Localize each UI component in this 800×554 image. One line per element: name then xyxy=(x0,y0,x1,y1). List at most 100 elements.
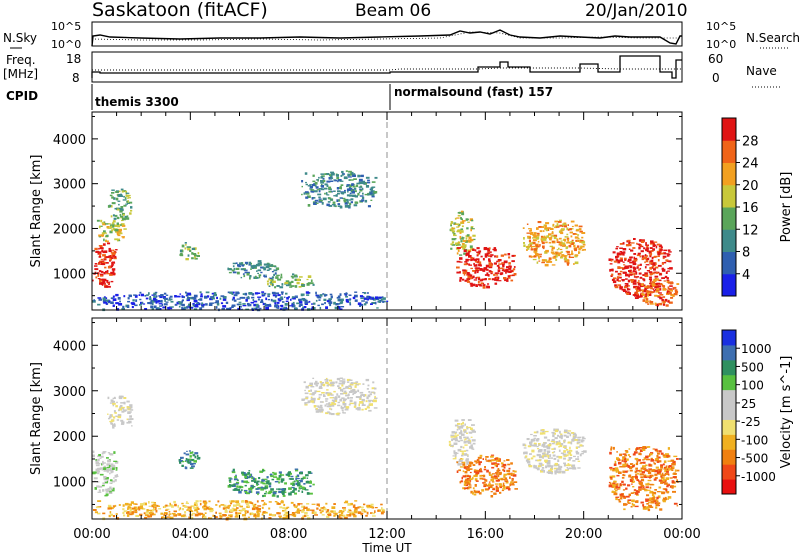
echo-cell xyxy=(255,275,257,279)
echo-cell xyxy=(644,295,647,298)
echo-cell xyxy=(349,512,352,515)
echo-cell xyxy=(236,271,240,275)
y-tick-label: 4000 xyxy=(53,133,86,148)
colorbar-band xyxy=(722,184,736,208)
echo-cell xyxy=(577,467,581,469)
echo-cell xyxy=(193,506,197,509)
echo-cell xyxy=(185,458,188,461)
echo-cell xyxy=(472,487,475,490)
echo-cell xyxy=(487,283,490,285)
echo-cell xyxy=(466,234,470,237)
echo-cell xyxy=(98,270,102,272)
echo-cell xyxy=(376,307,379,309)
echo-cell xyxy=(171,505,174,508)
echo-cell xyxy=(112,403,115,407)
echo-cell xyxy=(109,230,113,234)
echo-cell xyxy=(630,281,634,283)
echo-cell xyxy=(129,508,133,511)
echo-cell xyxy=(349,383,354,386)
echo-cell xyxy=(651,285,655,287)
echo-cell xyxy=(661,472,664,475)
echo-cell xyxy=(347,173,351,177)
echo-cell xyxy=(257,260,262,263)
echo-cell xyxy=(197,252,200,255)
echo-cell xyxy=(203,516,207,519)
echo-cell xyxy=(659,244,662,247)
echo-cell xyxy=(460,463,464,465)
echo-cell xyxy=(292,483,295,486)
echo-cell xyxy=(624,470,628,473)
echo-cell xyxy=(568,458,571,461)
echo-cell xyxy=(164,297,168,300)
echo-cell xyxy=(185,453,190,456)
echo-cell xyxy=(310,400,314,403)
echo-cell xyxy=(309,188,313,190)
echo-cell xyxy=(325,306,328,309)
echo-cell xyxy=(552,256,557,259)
echo-cell xyxy=(488,266,493,269)
echo-cell xyxy=(528,239,531,243)
echo-cell xyxy=(661,284,664,287)
echo-cell xyxy=(478,492,482,495)
echo-cell xyxy=(190,505,195,508)
echo-cell xyxy=(530,231,534,235)
echo-cell xyxy=(490,251,492,254)
echo-cell xyxy=(234,475,237,479)
echo-cell xyxy=(103,238,105,242)
echo-cell xyxy=(500,254,504,257)
echo-cell xyxy=(182,307,186,310)
echo-cell xyxy=(238,301,242,303)
echo-cell xyxy=(228,514,232,517)
echo-cell xyxy=(310,398,315,401)
echo-cell xyxy=(101,484,105,487)
echo-cell xyxy=(450,434,455,437)
echo-cell xyxy=(580,239,584,242)
echo-cell xyxy=(139,291,142,294)
echo-cell xyxy=(676,283,680,285)
echo-cell xyxy=(204,512,207,514)
echo-cell xyxy=(295,468,299,472)
echo-cell xyxy=(292,273,295,276)
echo-cell xyxy=(165,301,169,303)
echo-cell xyxy=(363,292,366,295)
echo-cell xyxy=(543,446,547,448)
echo-cell xyxy=(98,253,101,255)
echo-cell xyxy=(532,245,536,248)
echo-cell xyxy=(361,508,364,511)
echo-cell xyxy=(299,303,303,306)
echo-cell xyxy=(559,436,562,439)
echo-cell xyxy=(183,306,187,309)
echo-cell xyxy=(649,483,654,486)
echo-cell xyxy=(654,294,658,297)
echo-cell xyxy=(609,482,612,485)
echo-cell xyxy=(294,468,299,470)
echo-cell xyxy=(310,279,313,283)
echo-cell xyxy=(337,179,342,182)
echo-cell xyxy=(169,502,171,505)
echo-cell xyxy=(377,509,380,512)
echo-cell xyxy=(189,458,192,461)
echo-cell xyxy=(626,287,629,291)
echo-cell xyxy=(244,511,247,515)
echo-cell xyxy=(288,471,291,474)
echo-cell xyxy=(513,273,517,276)
colorbar-frame xyxy=(721,329,737,495)
echo-cell xyxy=(183,515,187,518)
echo-cell xyxy=(506,469,511,473)
echo-cell xyxy=(107,396,110,400)
echo-cell xyxy=(653,500,657,502)
echo-cell xyxy=(361,199,365,202)
echo-cell xyxy=(305,385,309,389)
echo-cell xyxy=(477,459,480,462)
echo-cell xyxy=(622,457,625,461)
echo-cell xyxy=(187,305,191,308)
echo-cell xyxy=(339,180,344,182)
echo-cell xyxy=(179,507,182,510)
echo-cell xyxy=(663,301,666,303)
echo-cell xyxy=(526,458,531,461)
echo-cell xyxy=(191,257,194,260)
echo-cell xyxy=(493,462,497,465)
echo-cell xyxy=(615,497,618,501)
echo-cell xyxy=(265,490,267,493)
echo-cell xyxy=(334,205,337,208)
